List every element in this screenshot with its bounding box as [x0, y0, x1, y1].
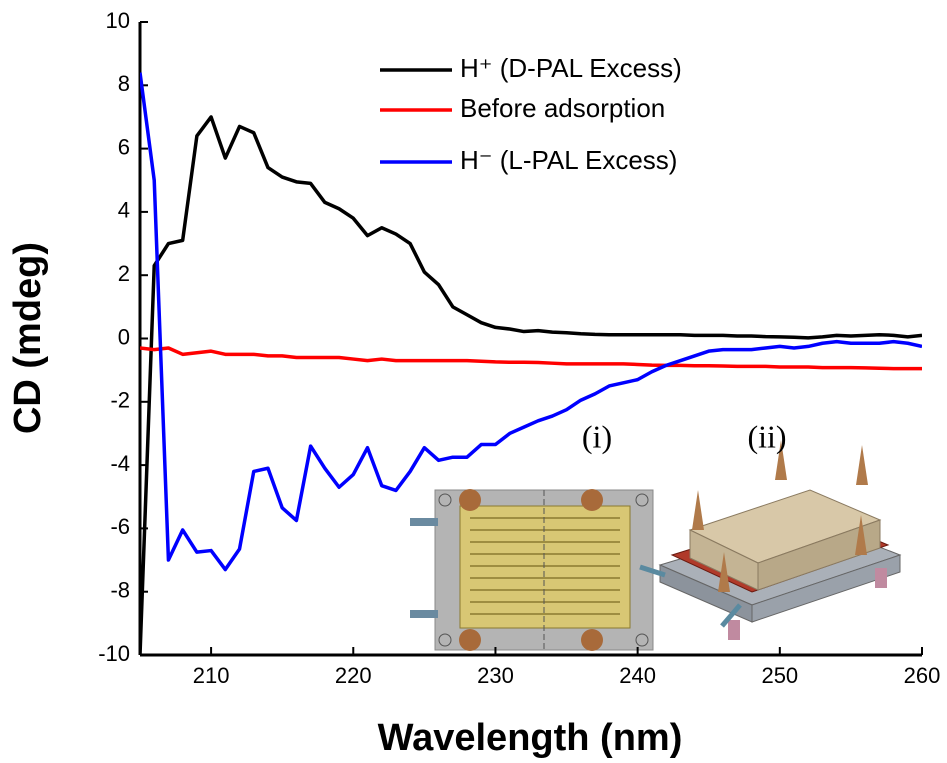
y-tick-label: -10	[98, 641, 130, 666]
inset-label: (ii)	[747, 418, 786, 454]
chart: (i) (ii) Wavelength (nm) CD (mdeg) -10 -8…	[0, 0, 947, 763]
y-tick-label: 0	[118, 324, 130, 349]
x-tick-label: 260	[904, 663, 941, 688]
y-tick-label: -6	[110, 514, 130, 539]
y-tick-label: -4	[110, 451, 130, 476]
y-tick-label: -8	[110, 578, 130, 603]
x-tick-label: 240	[619, 663, 656, 688]
y-tick-label: 10	[106, 8, 130, 33]
legend-label: H⁺ (D-PAL Excess)	[460, 53, 682, 83]
y-tick-label: 2	[118, 261, 130, 286]
y-tick-label: -2	[110, 388, 130, 413]
data-line	[140, 348, 922, 369]
x-axis-title: Wavelength (nm)	[378, 717, 683, 759]
y-tick-label: 4	[118, 198, 130, 223]
x-tick-label: 220	[335, 663, 372, 688]
x-tick-label: 210	[193, 663, 230, 688]
y-axis-title: CD (mdeg)	[7, 242, 49, 434]
x-tick-label: 250	[761, 663, 798, 688]
legend-label: H⁻ (L-PAL Excess)	[460, 145, 677, 175]
inset-label: (i)	[582, 418, 612, 454]
y-tick-label: 8	[118, 71, 130, 96]
inset-plate-drawing	[410, 489, 653, 651]
inset-3d-assembly	[640, 440, 900, 640]
x-tick-label: 230	[477, 663, 514, 688]
legend-label: Before adsorption	[460, 93, 665, 123]
y-tick-label: 6	[118, 134, 130, 159]
